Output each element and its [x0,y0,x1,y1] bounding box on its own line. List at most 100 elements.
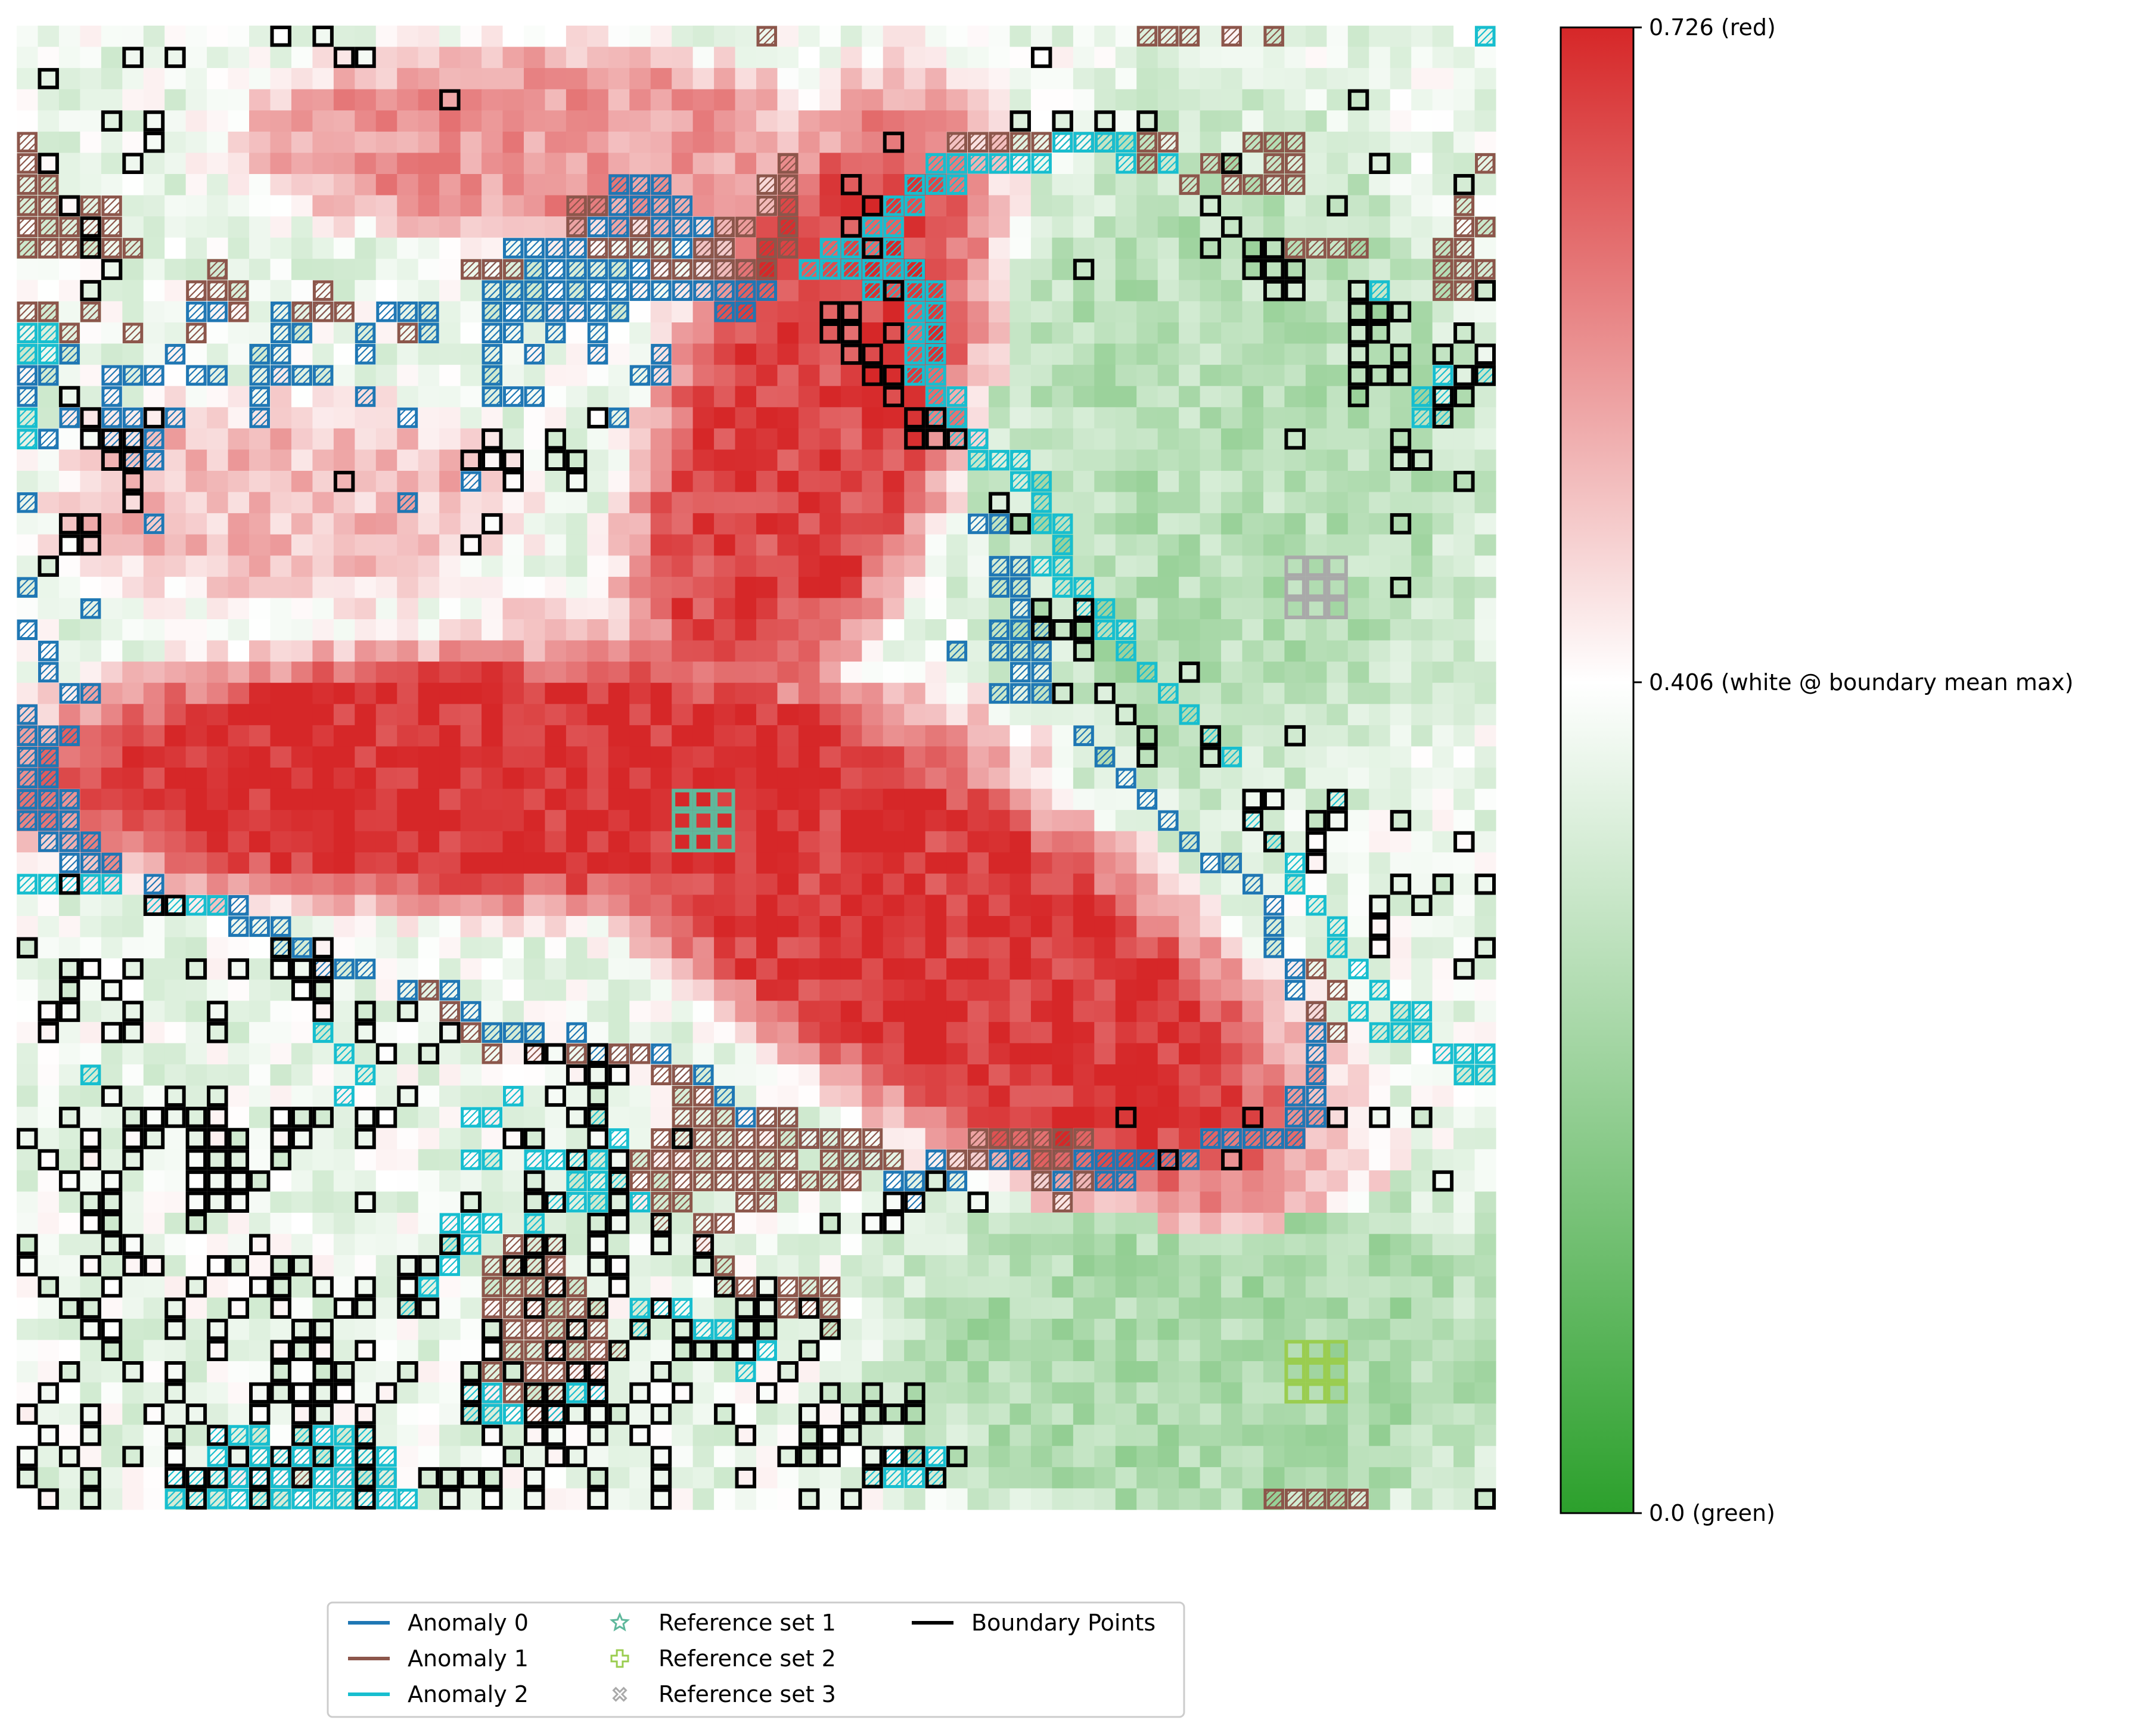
heatmap-cell [1369,428,1391,451]
heatmap-cell [249,449,271,471]
heatmap-cell [566,46,588,69]
heatmap-cell [1200,1213,1222,1235]
heatmap-cell [375,1170,397,1192]
heatmap-cell [692,407,715,429]
heatmap-cell [523,1085,546,1107]
heatmap-cell [1052,1297,1074,1319]
heatmap-cell [291,682,313,704]
heatmap-cell [122,873,144,896]
heatmap-cell [122,831,144,853]
heatmap-cell [714,110,736,132]
heatmap-cell [207,534,229,556]
heatmap-cell [291,131,313,154]
heatmap-cell [1136,1488,1158,1510]
heatmap-cell [418,1446,440,1468]
anomaly-0-cell [524,301,545,322]
heatmap-cell [1200,1191,1222,1213]
heatmap-cell [249,1064,271,1086]
heatmap-cell [967,979,989,1001]
heatmap-cell [1305,1170,1327,1192]
heatmap-cell [566,788,588,810]
heatmap-cell [840,788,862,810]
heatmap-cell [1179,237,1201,259]
heatmap-cell [587,555,609,577]
heatmap-cell [1242,979,1264,1001]
heatmap-cell [460,343,482,365]
heatmap-cell [439,1297,461,1319]
heatmap-cell [650,937,672,959]
heatmap-cell [1263,979,1285,1001]
heatmap-cell [1263,449,1285,471]
heatmap-cell [1432,1128,1454,1150]
heatmap-cell [904,576,926,599]
heatmap-cell [38,1170,60,1192]
heatmap-cell [1390,1382,1412,1404]
heatmap-cell [650,810,672,832]
anomaly-0-cell [608,216,629,238]
heatmap-cell [1179,958,1201,980]
heatmap-cell [249,979,271,1001]
heatmap-cell [1115,1403,1137,1426]
heatmap-cell [1179,1043,1201,1065]
heatmap-cell [1369,1361,1391,1383]
heatmap-cell [1242,576,1264,599]
heatmap-cell [482,682,504,704]
heatmap-cell [375,471,397,493]
heatmap-cell [946,576,968,599]
heatmap-cell [798,852,820,874]
anomaly-0-cell [418,301,439,322]
heatmap-cell [650,788,672,810]
heatmap-cell [1157,852,1179,874]
heatmap-cell [1453,1170,1476,1192]
heatmap-cell [1242,682,1264,704]
heatmap-cell [1284,1149,1306,1171]
heatmap-cell [1390,471,1412,493]
heatmap-cell [502,852,524,874]
heatmap-cell [101,1255,123,1277]
heatmap-cell [692,704,715,726]
heatmap-cell [1242,1085,1264,1107]
heatmap-cell [629,1446,651,1468]
heatmap-cell [80,1107,102,1129]
heatmap-cell [523,576,546,599]
heatmap-cell [164,1340,187,1362]
heatmap-cell [925,534,947,556]
heatmap-cell [967,1107,989,1129]
heatmap-cell [460,1318,482,1341]
heatmap-cell [1453,704,1476,726]
heatmap-cell [862,1085,884,1107]
heatmap-cell [122,1043,144,1065]
heatmap-cell [1242,1467,1264,1489]
heatmap-cell [375,1001,397,1023]
heatmap-cell [883,1297,905,1319]
heatmap-cell [1411,237,1433,259]
heatmap-cell [1347,1318,1369,1341]
heatmap-cell [1453,746,1476,768]
heatmap-cell [333,407,355,429]
heatmap-cell [989,1361,1011,1383]
heatmap-cell [502,343,524,365]
heatmap-cell [545,1001,567,1023]
heatmap-cell [1347,852,1369,874]
heatmap-cell [967,1276,989,1298]
heatmap-cell [1411,576,1433,599]
heatmap-cell [164,1021,187,1044]
heatmap-cell [840,492,862,514]
heatmap-cell [883,682,905,704]
heatmap-cell [967,682,989,704]
heatmap-cell [1157,428,1179,451]
heatmap-cell [270,704,292,726]
heatmap-cell [375,1297,397,1319]
heatmap-cell [862,534,884,556]
heatmap-cell [1432,619,1454,641]
heatmap-cell [946,46,968,69]
heatmap-cell [946,237,968,259]
heatmap-cell [482,725,504,747]
heatmap-cell [333,1234,355,1256]
heatmap-cell [1094,1361,1116,1383]
heatmap-cell [58,174,80,196]
heatmap-cell [883,662,905,684]
heatmap-cell [270,1191,292,1213]
heatmap-cell [566,619,588,641]
heatmap-cell [418,916,440,938]
